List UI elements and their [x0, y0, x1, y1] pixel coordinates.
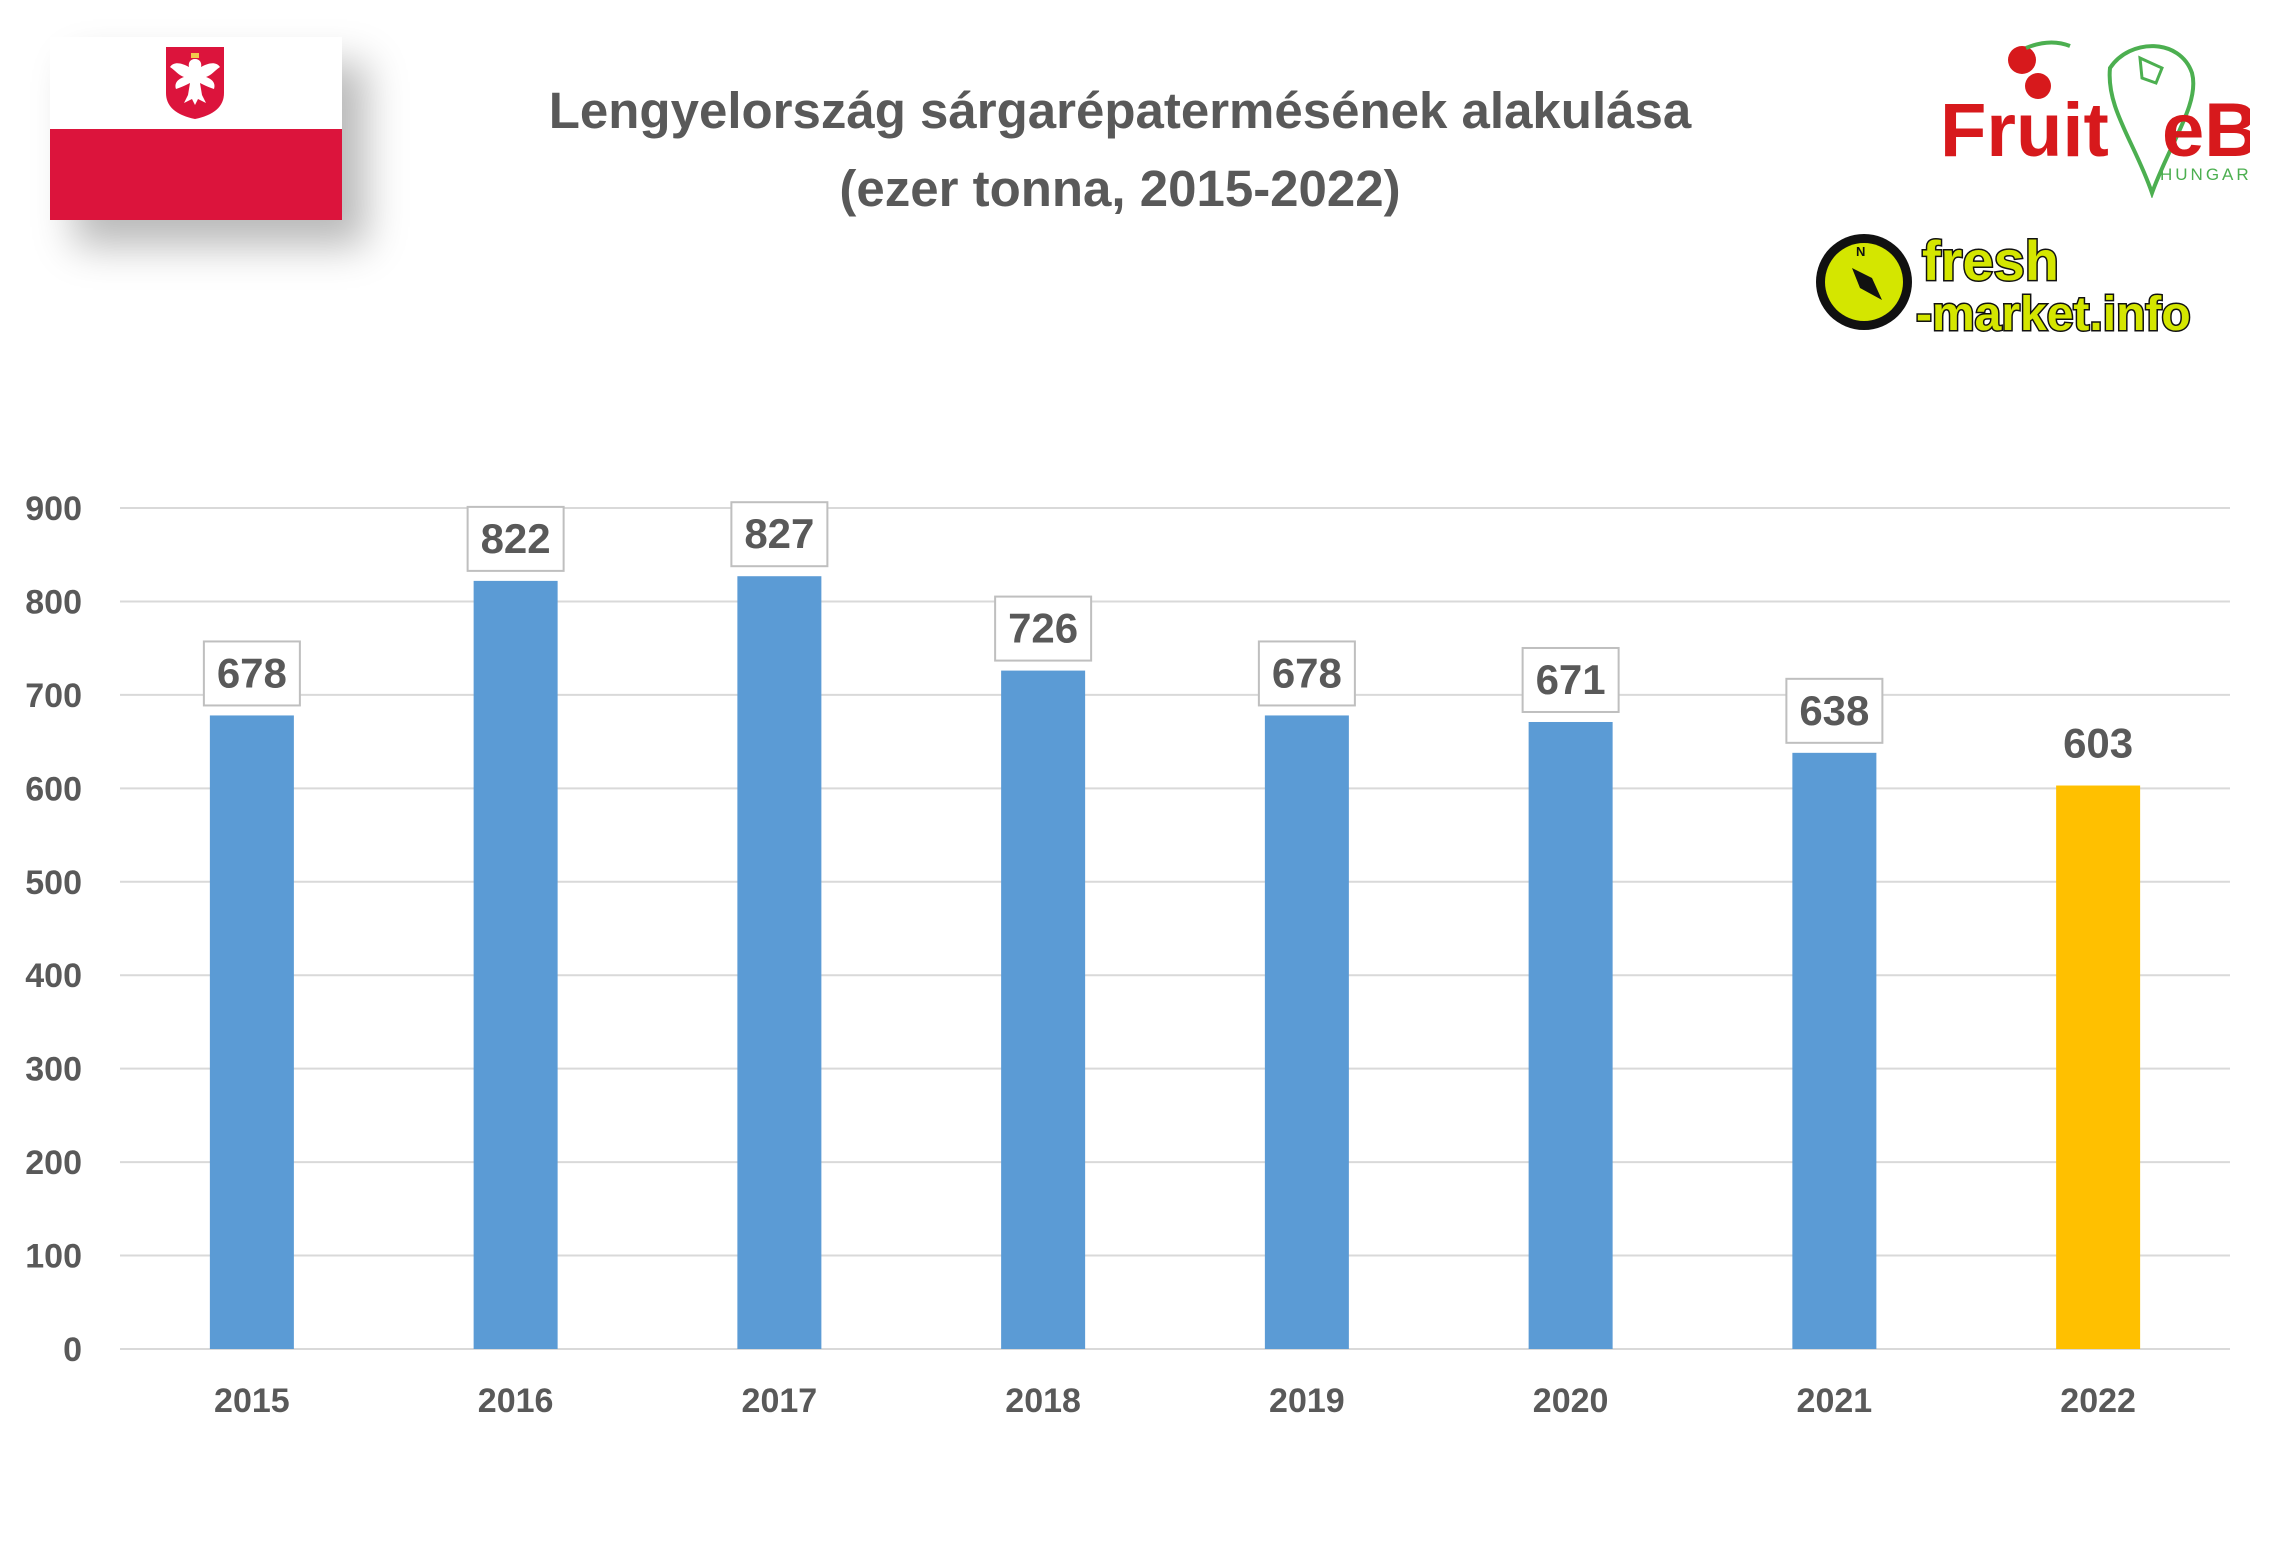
y-tick-label: 400 — [25, 957, 82, 995]
fruitveb-sub: HUNGARY — [2160, 165, 2250, 184]
x-tick-label: 2016 — [478, 1382, 554, 1420]
data-label-box — [1785, 677, 1884, 744]
data-label: 603 — [2063, 720, 2133, 767]
data-label: 827 — [744, 510, 814, 557]
bar-chart: 0 100 200 300 400 500 600 700 800 900 678 2015 822 20… — [25, 490, 2230, 1420]
bar — [737, 576, 822, 1349]
bar — [1528, 721, 1613, 1349]
title-line-1: Lengyelország sárgarépatermésének alakul… — [548, 82, 1692, 139]
data-label-box — [1521, 646, 1620, 713]
x-tick-label: 2019 — [1269, 1382, 1345, 1420]
data-label-box — [994, 595, 1093, 662]
data-label: 678 — [1272, 649, 1342, 696]
coat-of-arms-icon — [166, 47, 224, 119]
data-label-box — [466, 505, 565, 572]
y-tick-label: 600 — [25, 770, 82, 808]
data-label: 671 — [1536, 656, 1606, 703]
x-tick-label: 2021 — [1797, 1382, 1873, 1420]
fruitveb-logo: Fruit eB HUNGARY — [1940, 40, 2250, 198]
y-tick-label: 800 — [25, 583, 82, 621]
x-tick-label: 2018 — [1005, 1382, 1081, 1420]
svg-text:N: N — [1856, 244, 1865, 259]
y-tick-label: 0 — [63, 1331, 82, 1369]
data-label-box — [1257, 640, 1356, 707]
data-label: 678 — [217, 649, 287, 696]
y-tick-label: 300 — [25, 1051, 82, 1089]
x-tick-label: 2015 — [214, 1382, 290, 1420]
bar — [209, 715, 294, 1349]
y-tick-label: 100 — [25, 1238, 82, 1276]
data-label-box — [202, 640, 301, 707]
fruitveb-text-2: eB — [2162, 88, 2250, 173]
y-tick-label: 700 — [25, 677, 82, 715]
freshmarket-text-1: fresh — [1922, 229, 2059, 292]
x-tick-label: 2022 — [2060, 1382, 2136, 1420]
y-tick-label: 500 — [25, 864, 82, 902]
fruitveb-text-1: Fruit — [1940, 88, 2109, 173]
poland-flag — [50, 37, 342, 220]
x-tick-label: 2017 — [742, 1382, 818, 1420]
y-tick-label: 200 — [25, 1144, 82, 1182]
y-tick-label: 900 — [25, 490, 82, 528]
bar — [1264, 715, 1349, 1349]
bar — [1792, 752, 1877, 1349]
chart-title: Lengyelország sárgarépatermésének alakul… — [420, 72, 1820, 228]
flag-red-stripe — [50, 128, 342, 220]
data-label-box — [730, 501, 829, 568]
freshmarket-text-2: -market.info — [1916, 288, 2191, 341]
bar — [2056, 785, 2141, 1349]
bar — [1001, 670, 1086, 1349]
x-tick-label: 2020 — [1533, 1382, 1609, 1420]
data-label: 822 — [481, 515, 551, 562]
freshmarket-logo: N fresh -market.info — [1816, 228, 2192, 342]
bar — [473, 580, 558, 1349]
data-label: 638 — [1799, 687, 1869, 734]
data-label: 726 — [1008, 605, 1078, 652]
title-line-2: (ezer tonna, 2015-2022) — [839, 160, 1401, 217]
